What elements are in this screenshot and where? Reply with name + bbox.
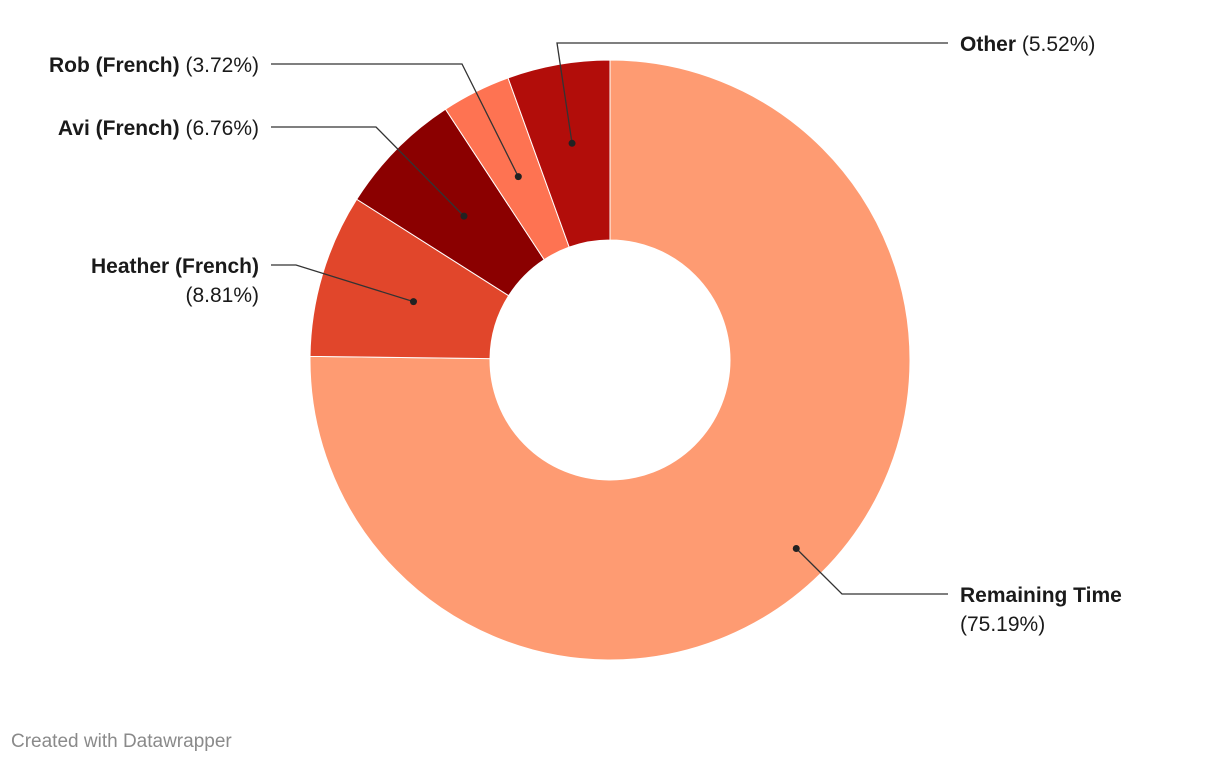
leader-line-heather-french xyxy=(271,264,414,303)
slice-label-value: (75.19%) xyxy=(960,613,1045,636)
slice-label-name: Rob (French) xyxy=(49,54,180,77)
slice-label-avi-french: Avi (French) (6.76%) xyxy=(58,117,259,140)
slice-label-other: Other (5.52%) xyxy=(960,33,1095,56)
leader-dot-rob-french xyxy=(514,173,522,181)
slice-label-name: Other xyxy=(960,33,1016,56)
slice-label-value: (6.76%) xyxy=(180,117,259,140)
slice-other[interactable] xyxy=(507,59,611,248)
datawrapper-credit[interactable]: Created with Datawrapper xyxy=(11,731,232,752)
leader-dot-remaining-time xyxy=(792,544,800,552)
leader-line-remaining-time xyxy=(795,548,948,595)
leader-line-other xyxy=(556,42,948,144)
leader-dot-heather-french xyxy=(409,298,417,306)
slice-label-value: (8.81%) xyxy=(185,284,259,307)
slice-label-name: Avi (French) xyxy=(58,117,180,140)
slice-label-value: (5.52%) xyxy=(1016,33,1095,56)
leader-line-rob-french xyxy=(271,63,519,177)
slice-labels: Remaining Time (75.19%) Heather (French) (8… xyxy=(49,33,1122,636)
leader-dot-other xyxy=(568,139,576,147)
slice-remaining-time[interactable] xyxy=(309,59,911,661)
slice-label-heather-french: Heather (French) (8.81%) xyxy=(91,255,259,307)
donut-slices xyxy=(309,59,911,661)
slice-label-value: (3.72%) xyxy=(180,54,259,77)
slice-label-rob-french: Rob (French) (3.72%) xyxy=(49,54,259,77)
leader-line-avi-french xyxy=(271,126,465,217)
slice-label-name: Remaining Time xyxy=(960,584,1122,607)
leader-dot-avi-french xyxy=(460,212,468,220)
slice-label-name: Heather (French) xyxy=(91,255,259,278)
label-leaders xyxy=(271,42,948,595)
slice-label-remaining-time: Remaining Time (75.19%) xyxy=(960,584,1122,636)
